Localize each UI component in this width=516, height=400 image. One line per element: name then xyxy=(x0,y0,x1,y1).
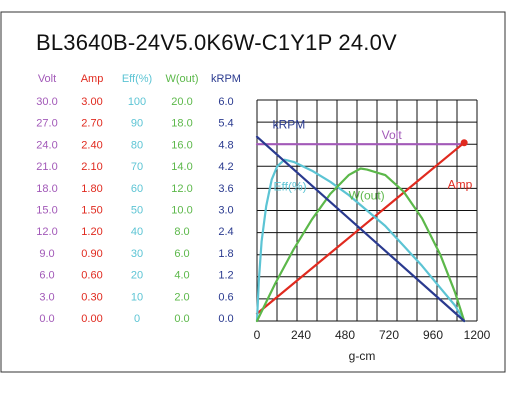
x-tick-label: 240 xyxy=(291,328,311,342)
volt-scale-value: 18.0 xyxy=(36,183,57,195)
wout-series-label: W(out) xyxy=(349,188,385,202)
krpm-scale-value: 1.2 xyxy=(218,270,233,282)
eff-scale-value: 90 xyxy=(131,118,143,130)
scale-columns: Volt 30.0 27.0 24.0 21.0 18.0 15.0 12.0 9.0 6.0 3.… xyxy=(36,73,241,325)
eff-scale-value: 50 xyxy=(131,205,143,217)
wout-scale-value: 16.0 xyxy=(171,139,192,151)
eff-scale-value: 40 xyxy=(131,226,143,238)
wout-column-header: W(out) xyxy=(166,73,199,85)
volt-scale-value: 0.0 xyxy=(39,313,54,325)
eff-scale-value: 10 xyxy=(131,291,143,303)
wout-scale-value: 18.0 xyxy=(171,118,192,130)
plot-area: Volt Amp Eff(%) W(out) kRPM xyxy=(255,99,478,323)
x-tick-label: 960 xyxy=(423,328,443,342)
volt-scale-value: 12.0 xyxy=(36,226,57,238)
krpm-scale-value: 4.2 xyxy=(218,161,233,173)
volt-scale-value: 30.0 xyxy=(36,96,57,108)
x-axis: 0 240 480 720 960 1200 g-cm xyxy=(254,328,491,363)
krpm-scale-value: 3.6 xyxy=(218,183,233,195)
amp-scale-value: 0.90 xyxy=(81,248,102,260)
wout-scale-value: 6.0 xyxy=(174,248,189,260)
wout-scale-value: 20.0 xyxy=(171,96,192,108)
amp-scale-value: 2.10 xyxy=(81,161,102,173)
wout-scale-value: 14.0 xyxy=(171,161,192,173)
krpm-column-header: kRPM xyxy=(211,73,241,85)
eff-series-label: Eff(%) xyxy=(274,180,307,194)
amp-scale-value: 0.30 xyxy=(81,291,102,303)
volt-scale-value: 24.0 xyxy=(36,139,57,151)
wout-scale-value: 8.0 xyxy=(174,226,189,238)
wout-series-line xyxy=(255,167,466,323)
amp-column-header: Amp xyxy=(81,73,104,85)
amp-scale-value: 3.00 xyxy=(81,96,102,108)
eff-scale-value: 80 xyxy=(131,139,143,151)
eff-scale-value: 70 xyxy=(131,161,143,173)
krpm-scale-value: 5.4 xyxy=(218,118,233,130)
x-tick-label: 0 xyxy=(254,328,261,342)
amp-scale-value: 1.20 xyxy=(81,226,102,238)
volt-scale-value: 27.0 xyxy=(36,118,57,130)
amp-series-label: Amp xyxy=(448,177,473,191)
amp-scale-value: 0.60 xyxy=(81,270,102,282)
wout-scale-value: 4.0 xyxy=(174,270,189,282)
volt-scale-value: 9.0 xyxy=(39,248,54,260)
krpm-scale-value: 6.0 xyxy=(218,96,233,108)
x-axis-label: g-cm xyxy=(349,349,376,363)
amp-series-endpoint xyxy=(460,139,468,147)
outer-frame xyxy=(0,11,506,373)
amp-scale-value: 1.50 xyxy=(81,205,102,217)
volt-scale-value: 3.0 xyxy=(39,291,54,303)
krpm-scale-value: 4.8 xyxy=(218,139,233,151)
volt-scale-value: 15.0 xyxy=(36,205,57,217)
eff-scale-value: 0 xyxy=(134,313,140,325)
wout-scale-value: 10.0 xyxy=(171,205,192,217)
x-tick-label: 720 xyxy=(379,328,399,342)
wout-scale-value: 0.0 xyxy=(174,313,189,325)
amp-scale-value: 2.70 xyxy=(81,118,102,130)
krpm-scale-value: 0.6 xyxy=(218,291,233,303)
eff-scale-value: 100 xyxy=(128,96,146,108)
wout-scale-value: 12.0 xyxy=(171,183,192,195)
eff-scale-value: 60 xyxy=(131,183,143,195)
krpm-series-line xyxy=(255,135,466,323)
krpm-scale-value: 1.8 xyxy=(218,248,233,260)
amp-scale-value: 1.80 xyxy=(81,183,102,195)
krpm-scale-value: 0.0 xyxy=(218,313,233,325)
eff-scale-value: 20 xyxy=(131,270,143,282)
x-tick-label: 1200 xyxy=(464,328,491,342)
eff-series-line xyxy=(255,158,466,323)
amp-scale-value: 0.00 xyxy=(81,313,102,325)
krpm-scale-value: 3.0 xyxy=(218,205,233,217)
volt-column-header: Volt xyxy=(38,73,56,85)
amp-scale-value: 2.40 xyxy=(81,139,102,151)
volt-scale-value: 21.0 xyxy=(36,161,57,173)
krpm-series-label: kRPM xyxy=(273,118,306,132)
x-tick-label: 480 xyxy=(335,328,355,342)
volt-scale-value: 6.0 xyxy=(39,270,54,282)
krpm-scale-value: 2.4 xyxy=(218,226,233,238)
chart-title: BL3640B-24V5.0K6W-C1Y1P 24.0V xyxy=(36,30,397,55)
eff-scale-value: 30 xyxy=(131,248,143,260)
volt-series-label: Volt xyxy=(382,128,403,142)
eff-column-header: Eff(%) xyxy=(122,73,152,85)
wout-scale-value: 2.0 xyxy=(174,291,189,303)
